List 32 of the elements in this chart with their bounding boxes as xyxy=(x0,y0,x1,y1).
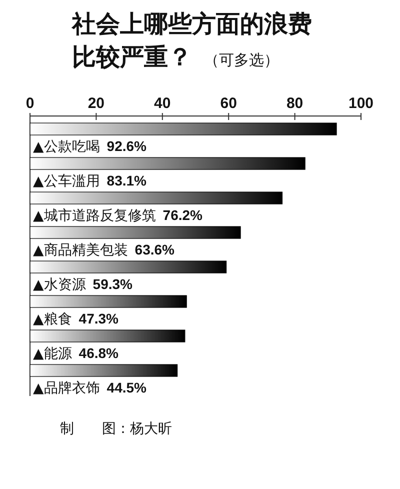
data-label: 47.3% xyxy=(78,310,120,326)
x-tick-label: 20 xyxy=(88,95,105,112)
x-tick-label: 80 xyxy=(286,95,304,112)
y-tick-label: ▲水资源 xyxy=(33,277,86,293)
text: 制 图：杨大昕 xyxy=(60,420,172,438)
bar xyxy=(30,122,337,136)
data-label: 83.1% xyxy=(106,172,148,188)
bar xyxy=(30,364,178,377)
data-label: 44.5% xyxy=(106,380,148,396)
data-label: 46.8% xyxy=(78,345,120,361)
bar xyxy=(30,260,227,274)
x-tick-label: 60 xyxy=(220,95,237,112)
y-tick-label: ▲城市道路反复修筑 xyxy=(33,208,156,224)
y-tick-label: ▲商品精美包装 xyxy=(33,242,128,258)
bar xyxy=(30,226,241,239)
data-label: 76.2% xyxy=(162,207,204,223)
y-tick-label: ▲公款吃喝 xyxy=(33,139,100,155)
x-tick-label: 40 xyxy=(154,95,171,112)
x-tick-label: 0 xyxy=(26,95,34,112)
data-label: 63.6% xyxy=(134,242,176,258)
x-tick-label: 100 xyxy=(348,95,374,112)
bar xyxy=(30,157,306,170)
data-label: 59.3% xyxy=(92,276,134,292)
y-tick-label: ▲粮食 xyxy=(33,312,72,328)
chart-subtitle: （可多选） xyxy=(204,51,279,69)
bar xyxy=(30,295,187,308)
y-tick-label: ▲品牌衣饰 xyxy=(33,380,100,396)
y-tick-label: ▲能源 xyxy=(33,346,72,362)
bar xyxy=(30,192,283,204)
y-tick-label: ▲公车滥用 xyxy=(33,174,100,190)
bar xyxy=(30,330,186,342)
data-label: 92.6% xyxy=(106,138,148,154)
